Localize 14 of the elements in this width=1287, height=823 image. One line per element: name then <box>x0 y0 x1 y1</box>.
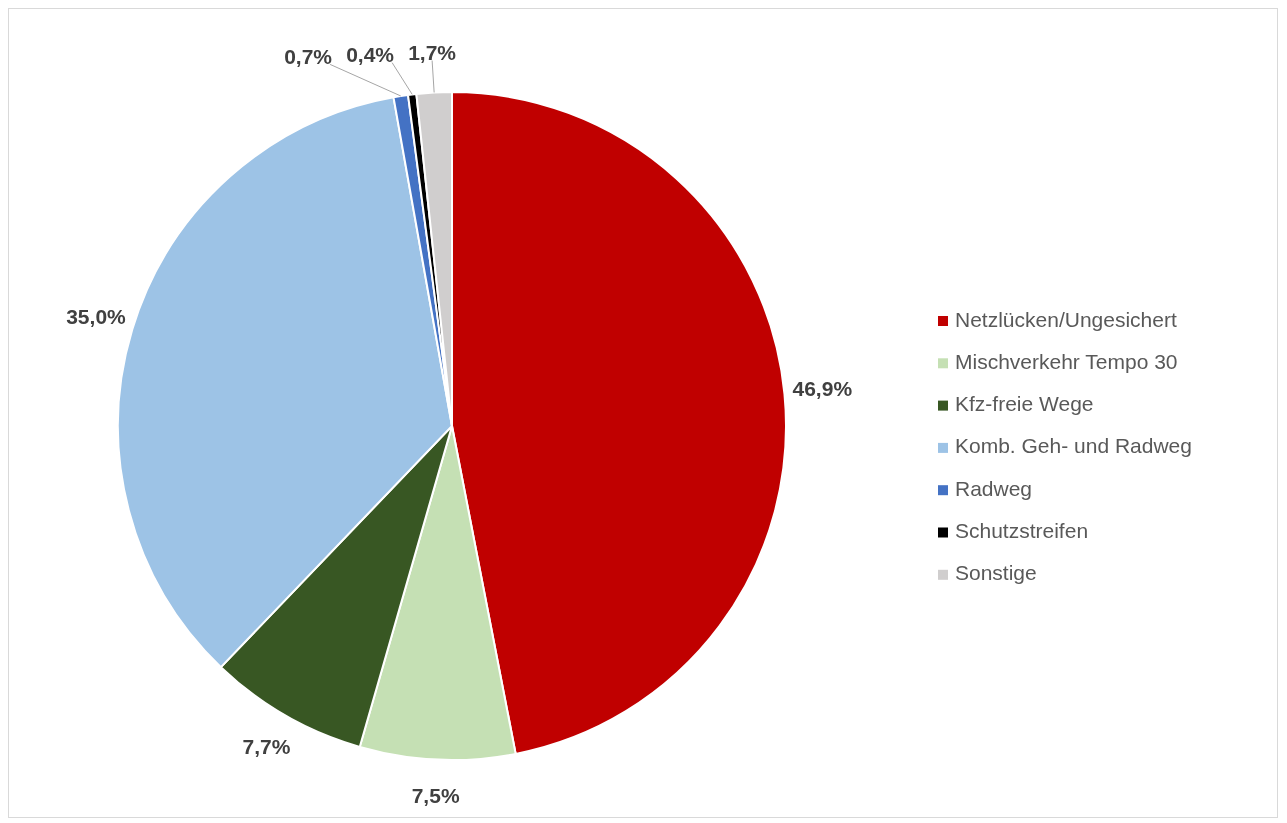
data-label: 0,4% <box>346 43 395 67</box>
data-label: 35,0% <box>66 304 127 328</box>
legend-label: Radweg <box>955 476 1033 500</box>
data-label: 7,7% <box>242 735 291 758</box>
data-label: 1,7% <box>408 41 457 65</box>
legend-label: Netzlücken/Ungesichert <box>955 307 1177 331</box>
legend-label: Kfz-freie Wege <box>955 392 1094 416</box>
data-label: 46,9% <box>792 376 853 400</box>
legend-label: Mischverkehr Tempo 30 <box>955 349 1178 373</box>
data-label: 0,7% <box>284 44 333 68</box>
legend-label: Sonstige <box>955 561 1037 585</box>
legend-label: Komb. Geh- und Radweg <box>955 434 1192 458</box>
data-label: 7,5% <box>411 784 460 808</box>
legend-label: Schutzstreifen <box>955 519 1089 543</box>
